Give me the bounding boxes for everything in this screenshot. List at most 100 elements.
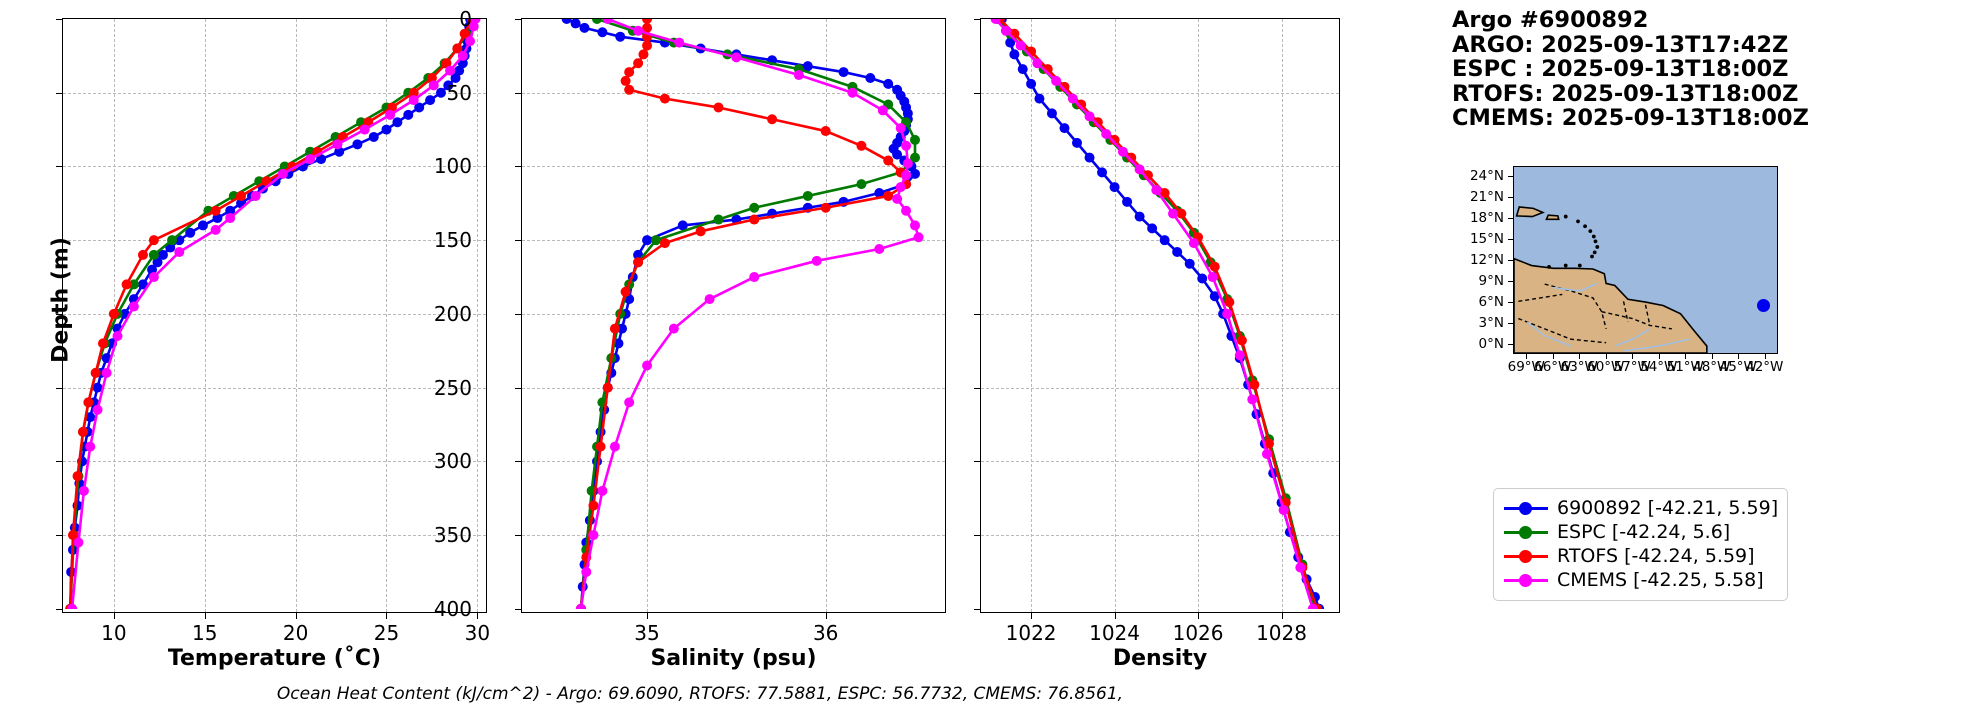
map-lat-label: 24°N [1469, 168, 1504, 185]
series-marker-6900892 [1009, 49, 1020, 60]
series-marker-CMEMS [332, 139, 343, 150]
legend-marker-dot [1519, 550, 1532, 563]
map-canvas [1513, 166, 1778, 354]
gridline-horizontal [522, 313, 945, 315]
gridline-vertical [825, 19, 827, 612]
metadata-line-0: Argo #6900892 [1452, 7, 1649, 33]
gridline-horizontal [522, 240, 945, 242]
series-marker-RTOFS [1059, 81, 1070, 92]
series-marker-ESPC [802, 190, 813, 201]
series-marker-6900892 [1026, 78, 1037, 89]
series-marker-ESPC [128, 279, 139, 290]
series-marker-RTOFS [820, 202, 831, 213]
series-marker-CMEMS [73, 537, 84, 548]
y-tick [515, 19, 522, 20]
y-tick [515, 92, 522, 94]
series-marker-6900892 [92, 382, 103, 393]
map-lat-label: 21°N [1469, 189, 1504, 206]
series-marker-6900892 [570, 19, 581, 29]
series-marker-CMEMS [385, 109, 396, 120]
series-marker-CMEMS [428, 80, 439, 91]
salinity-plot-area [522, 19, 945, 612]
density-axis-title: Density [1112, 646, 1208, 671]
x-tick-label: 1026 [1172, 621, 1224, 645]
series-marker-CMEMS [112, 331, 123, 342]
series-marker-CMEMS [609, 441, 620, 452]
x-tick [204, 612, 206, 619]
series-marker-CMEMS [210, 224, 221, 235]
y-tick [515, 313, 522, 315]
series-marker-6900892 [579, 22, 590, 33]
series-marker-RTOFS [1209, 261, 1220, 272]
temperature-plot-area [63, 19, 486, 612]
map-river [1614, 328, 1651, 347]
y-tick-label: 400 [433, 596, 472, 621]
series-marker-ESPC [856, 179, 867, 190]
density-panel: 1022 1024 1026 1028 [974, 18, 1340, 645]
series-marker-CMEMS [895, 182, 906, 193]
series-marker-6900892 [1017, 64, 1028, 75]
y-tick [974, 19, 981, 20]
y-tick-label: 100 [433, 154, 472, 179]
map-island [1592, 250, 1597, 255]
series-marker-CMEMS [1051, 75, 1062, 86]
series-marker-6900892 [185, 227, 196, 238]
map-river [1553, 282, 1598, 292]
series-marker-RTOFS [620, 286, 631, 297]
series-marker-RTOFS [659, 93, 670, 104]
map-lat-label: 3°N [1478, 314, 1504, 331]
series-marker-RTOFS [236, 190, 247, 201]
legend-swatch [1504, 525, 1548, 539]
map-border [1601, 310, 1672, 330]
series-marker-6900892 [883, 78, 894, 89]
series-marker-CMEMS [85, 441, 96, 452]
series-marker-6900892 [1109, 182, 1120, 193]
gridline-horizontal [63, 387, 486, 389]
legend-label: ESPC [-42.24, 5.6] [1557, 521, 1731, 543]
y-tick [515, 608, 522, 610]
series-marker-6900892 [597, 27, 608, 38]
x-tick-label: 30 [464, 621, 491, 645]
y-tick-label: 350 [433, 523, 472, 548]
x-tick [1198, 612, 1200, 619]
legend-marker-dot [1519, 574, 1532, 587]
gridline-horizontal [63, 535, 486, 537]
map-lat-tick [1508, 218, 1513, 220]
map-lat-tick [1508, 280, 1513, 282]
map-island [1563, 214, 1568, 219]
map-lon-label: 57°W [1613, 359, 1651, 375]
legend-item-1[interactable]: ESPC [-42.24, 5.6] [1504, 520, 1777, 544]
gridline-vertical [295, 19, 297, 612]
legend-item-0[interactable]: 6900892 [-42.21, 5.59] [1504, 496, 1778, 520]
series-marker-RTOFS [638, 49, 649, 60]
series-marker-6900892 [677, 220, 688, 231]
series-marker-CMEMS [148, 272, 159, 283]
series-marker-RTOFS [620, 75, 631, 86]
metadata-line-3: RTOFS: 2025-09-13T18:00Z [1452, 80, 1799, 107]
map-lon-label: 54°W [1640, 359, 1678, 375]
map-border [1644, 304, 1651, 326]
legend-item-2[interactable]: RTOFS [-42.24, 5.59] [1504, 544, 1777, 568]
series-marker-ESPC [592, 19, 603, 24]
series-marker-CMEMS [793, 70, 804, 81]
series-marker-6900892 [1159, 235, 1170, 246]
x-tick [1031, 612, 1033, 619]
series-marker-CMEMS [1295, 562, 1306, 573]
y-tick [56, 19, 63, 20]
series-marker-6900892 [1034, 93, 1045, 104]
y-tick [974, 240, 981, 242]
gridline-horizontal [981, 535, 1339, 537]
series-marker-6900892 [617, 323, 628, 334]
x-tick-label: 10 [101, 621, 127, 645]
series-marker-RTOFS [148, 235, 159, 246]
y-tick [56, 313, 63, 315]
legend-item-3[interactable]: CMEMS [-42.25, 5.58] [1504, 568, 1777, 592]
series-marker-RTOFS [452, 43, 463, 54]
x-tick-label: 20 [282, 621, 309, 645]
series-marker-CMEMS [1188, 238, 1199, 249]
map-lon-tick [1526, 354, 1528, 359]
series-marker-CMEMS [359, 124, 370, 135]
series-marker-CMEMS [674, 37, 685, 48]
series-marker-RTOFS [1249, 379, 1260, 390]
series-marker-CMEMS [1134, 164, 1145, 175]
